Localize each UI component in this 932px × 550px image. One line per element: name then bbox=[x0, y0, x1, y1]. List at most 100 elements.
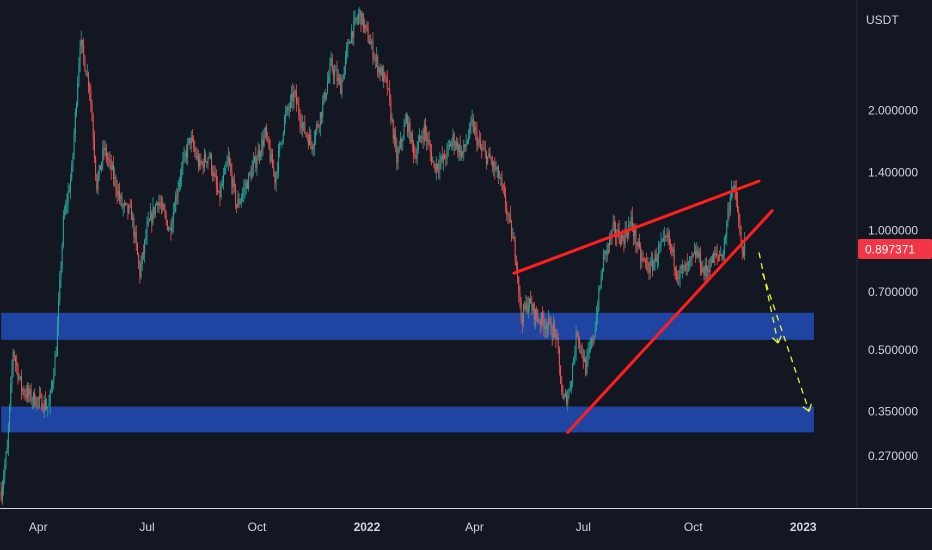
candle-340 bbox=[407, 113, 409, 137]
candle-241 bbox=[288, 102, 290, 119]
y-tick-label: 0.700000 bbox=[868, 285, 918, 299]
candle-43 bbox=[52, 380, 54, 393]
candle-297 bbox=[355, 17, 357, 24]
candle-179 bbox=[214, 165, 216, 178]
candle-254 bbox=[304, 115, 306, 135]
candle-345 bbox=[413, 140, 415, 164]
candle-171 bbox=[205, 150, 207, 163]
candle-24 bbox=[29, 385, 31, 403]
candle-125 bbox=[150, 202, 152, 221]
candle-540 bbox=[646, 252, 648, 271]
candle-589 bbox=[704, 257, 706, 284]
candle-552 bbox=[660, 232, 662, 252]
candle-52 bbox=[62, 210, 64, 249]
candle-412 bbox=[493, 160, 495, 177]
candle-360 bbox=[430, 144, 432, 166]
candle-225 bbox=[269, 139, 271, 165]
candle-594 bbox=[710, 255, 712, 268]
candle-26 bbox=[31, 396, 33, 410]
candle-71 bbox=[85, 70, 87, 76]
candle-212 bbox=[254, 155, 256, 164]
candle-261 bbox=[312, 143, 314, 157]
candle-305 bbox=[365, 24, 367, 35]
x-tick-label: Jul bbox=[576, 520, 591, 534]
candle-308 bbox=[368, 35, 370, 45]
candle-443 bbox=[530, 290, 532, 304]
candle-159 bbox=[190, 130, 192, 153]
candle-380 bbox=[454, 140, 456, 151]
candle-39 bbox=[47, 406, 49, 417]
candle-347 bbox=[415, 147, 417, 163]
candle-11 bbox=[13, 350, 15, 362]
y-tick-label: 0.500000 bbox=[868, 343, 918, 357]
candle-427 bbox=[511, 219, 513, 243]
candle-175 bbox=[209, 152, 211, 160]
candle-115 bbox=[138, 252, 140, 269]
candle-116 bbox=[139, 260, 141, 284]
candle-373 bbox=[446, 142, 448, 165]
candle-252 bbox=[301, 114, 303, 138]
candle-417 bbox=[499, 170, 501, 180]
candle-68 bbox=[81, 39, 83, 54]
candle-164 bbox=[196, 148, 198, 161]
candle-393 bbox=[470, 115, 472, 134]
candle-312 bbox=[373, 52, 375, 63]
candle-439 bbox=[525, 294, 527, 314]
candle-216 bbox=[258, 144, 260, 165]
candle-356 bbox=[426, 125, 428, 151]
candle-494 bbox=[591, 336, 593, 350]
candle-99 bbox=[119, 182, 121, 205]
candle-310 bbox=[371, 38, 373, 50]
candle-15 bbox=[18, 372, 20, 381]
candle-103 bbox=[123, 199, 125, 213]
candle-450 bbox=[538, 317, 540, 324]
candle-465 bbox=[556, 328, 558, 340]
candle-114 bbox=[136, 242, 138, 256]
candle-330 bbox=[395, 126, 397, 153]
candle-436 bbox=[521, 312, 523, 334]
candle-433 bbox=[518, 276, 520, 303]
candle-460 bbox=[550, 316, 552, 335]
candle-595 bbox=[711, 253, 713, 264]
candle-416 bbox=[497, 164, 499, 184]
candle-499 bbox=[597, 300, 599, 325]
candle-198 bbox=[237, 190, 239, 209]
candle-382 bbox=[457, 137, 459, 158]
candle-532 bbox=[636, 242, 638, 254]
candle-399 bbox=[477, 137, 479, 150]
candle-325 bbox=[389, 80, 391, 106]
candle-301 bbox=[360, 10, 362, 32]
candle-278 bbox=[332, 65, 334, 85]
candle-201 bbox=[240, 193, 242, 208]
candle-230 bbox=[275, 170, 277, 192]
candle-486 bbox=[581, 342, 583, 359]
candle-558 bbox=[667, 227, 669, 246]
candle-322 bbox=[385, 74, 387, 83]
candle-12 bbox=[15, 354, 17, 372]
candle-285 bbox=[341, 74, 343, 99]
candle-272 bbox=[325, 92, 327, 101]
price-axis[interactable]: 2.000000 1.400000 1.000000 0.700000 0.500000… bbox=[868, 104, 918, 463]
candle-302 bbox=[361, 11, 363, 26]
candle-579 bbox=[692, 253, 694, 258]
candle-344 bbox=[411, 129, 413, 153]
candle-588 bbox=[703, 266, 705, 281]
candle-56 bbox=[67, 182, 69, 214]
candle-547 bbox=[654, 249, 656, 272]
candle-346 bbox=[414, 144, 416, 159]
candle-414 bbox=[495, 160, 497, 172]
candle-328 bbox=[392, 118, 394, 144]
candle-324 bbox=[387, 88, 389, 91]
candle-350 bbox=[419, 128, 421, 142]
candle-560 bbox=[670, 238, 672, 255]
candle-110 bbox=[132, 211, 134, 228]
candle-405 bbox=[484, 140, 486, 159]
candle-181 bbox=[217, 175, 219, 196]
time-axis[interactable]: Apr Jul Oct 2022 Apr Jul Oct 2023 bbox=[29, 520, 817, 534]
candle-199 bbox=[238, 192, 240, 209]
candle-73 bbox=[87, 71, 89, 94]
candle-392 bbox=[469, 122, 471, 140]
candle-464 bbox=[555, 328, 557, 349]
